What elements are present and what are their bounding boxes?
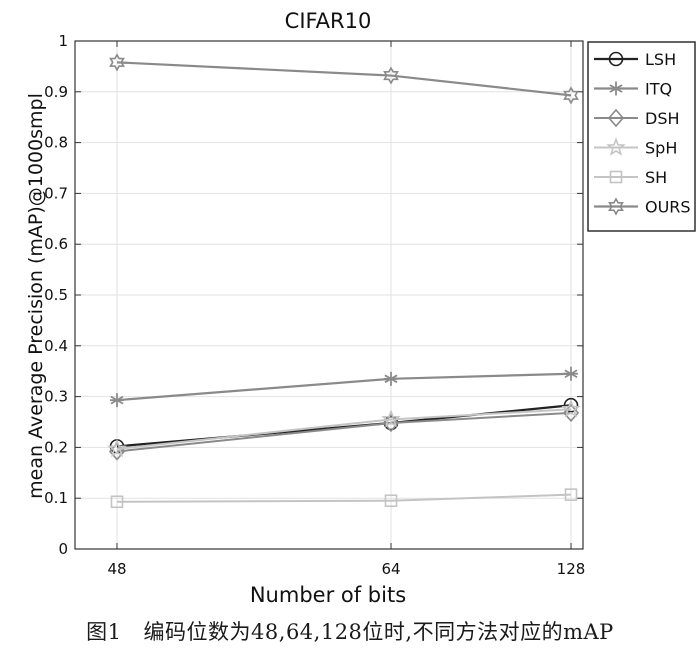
legend-label-lsh: LSH <box>645 50 676 69</box>
legend-marker-sph <box>606 137 626 156</box>
data-point-itq <box>110 393 124 408</box>
legend-box <box>587 41 696 232</box>
data-point-sph <box>381 409 401 428</box>
figure-caption-label: 图1 <box>86 620 122 644</box>
y-tick-label: 0.8 <box>44 134 68 152</box>
chart-figure: CIFAR10 0 0.1 0.2 0.3 0.4 0.5 0.6 0.7 0.8 0.9 1 48 6… <box>25 9 696 607</box>
data-point-lsh <box>563 397 579 413</box>
series-line-sph <box>116 408 572 450</box>
legend-marker-sh <box>609 170 623 184</box>
legend-label-itq: ITQ <box>645 80 672 99</box>
y-tick-label: 0.4 <box>44 337 68 355</box>
data-point-itq <box>564 366 578 381</box>
data-point-ours <box>383 66 399 85</box>
x-tick-label: 64 <box>381 560 400 578</box>
data-point-sh <box>384 494 398 508</box>
legend-marker-ours <box>608 197 624 216</box>
legend-marker-lsh <box>608 51 624 67</box>
y-tick-label: 0.6 <box>44 235 68 253</box>
series-line-ours <box>116 61 572 97</box>
y-tick-label: 1 <box>58 32 68 50</box>
x-tick-label: 48 <box>107 560 126 578</box>
y-axis-label: mean Average Precision (mAP)@1000smpl <box>25 93 47 499</box>
x-tick-label: 128 <box>557 560 586 578</box>
y-tick-label: 0.2 <box>44 438 68 456</box>
chart-legend: LSH ITQ DSH SpH SH OURS <box>587 41 696 232</box>
legend-label-dsh: DSH <box>645 109 680 128</box>
y-tick-label: 0.9 <box>44 83 68 101</box>
data-point-sh <box>564 488 578 501</box>
data-point-ours <box>563 86 579 105</box>
data-point-itq <box>384 371 398 386</box>
plot-area: 0 0.1 0.2 0.3 0.4 0.5 0.6 0.7 0.8 0.9 1 48 64 128 <box>44 32 585 578</box>
series-line-sh <box>116 493 572 503</box>
chart-title: CIFAR10 <box>285 9 372 33</box>
y-tick-label: 0 <box>58 540 68 558</box>
legend-marker-dsh <box>607 108 625 128</box>
legend-label-sh: SH <box>645 168 667 187</box>
data-point-ours <box>109 53 125 72</box>
data-point-sph <box>561 399 581 418</box>
legend-label-ours: OURS <box>645 198 691 217</box>
figure-caption: 图1 编码位数为48,64,128位时,不同方法对应的mAP <box>0 616 700 646</box>
y-tick-label: 0.3 <box>44 388 68 406</box>
y-tick-label: 0.7 <box>44 184 68 202</box>
data-point-sph <box>107 438 127 458</box>
data-point-sh <box>110 495 124 509</box>
x-axis-label: Number of bits <box>250 583 406 607</box>
y-tick-label: 0.1 <box>44 489 68 507</box>
legend-label-sph: SpH <box>645 139 677 158</box>
y-tick-label: 0.5 <box>44 286 68 304</box>
legend-marker-itq <box>609 81 623 96</box>
figure-caption-text: 编码位数为48,64,128位时,不同方法对应的mAP <box>143 620 614 644</box>
